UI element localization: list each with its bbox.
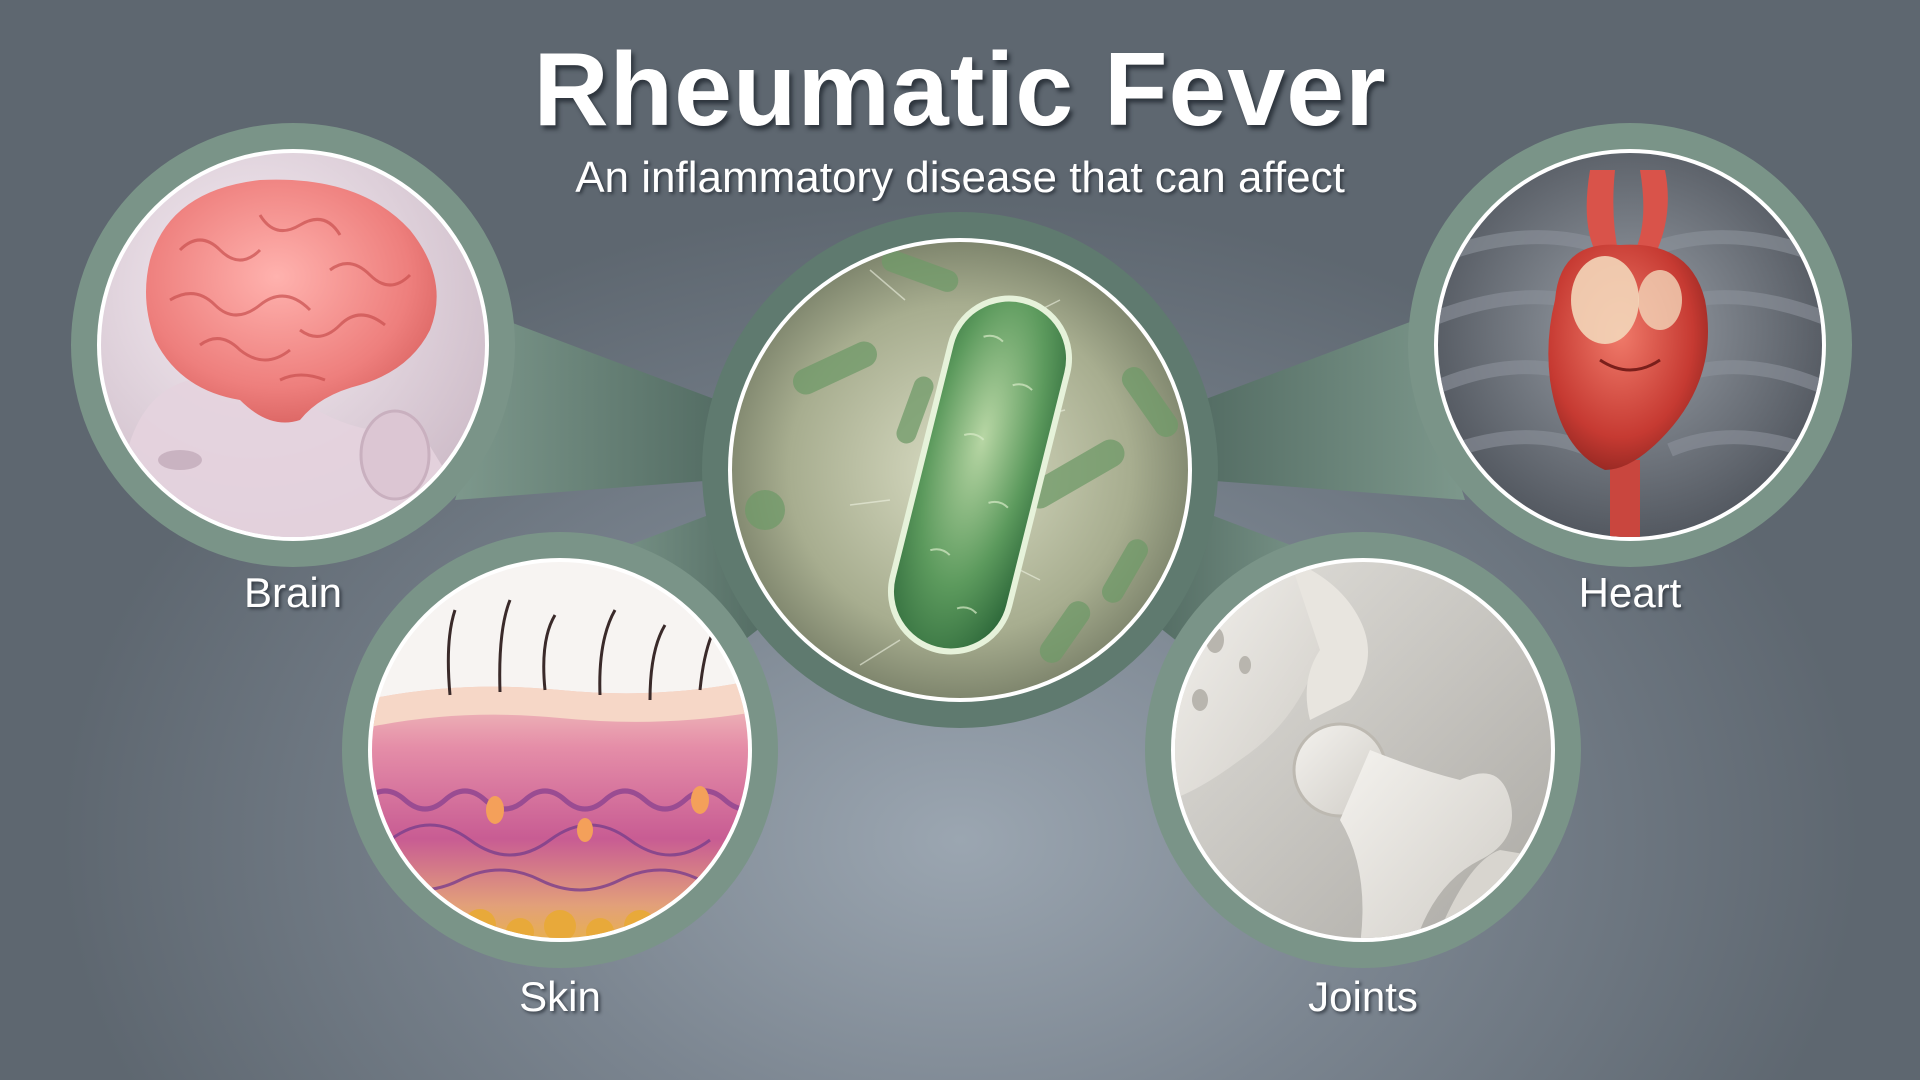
joints-circle	[1145, 532, 1581, 968]
bacteria-illustration	[732, 242, 1188, 698]
label-joints: Joints	[1308, 973, 1418, 1020]
heart-circle	[1408, 123, 1852, 567]
connector-brain	[455, 322, 730, 500]
page-subtitle: An inflammatory disease that can affect	[575, 153, 1345, 202]
skin-layers-illustration	[372, 562, 748, 938]
label-heart: Heart	[1578, 569, 1682, 616]
heart-illustration	[1438, 153, 1822, 537]
page-title: Rheumatic Fever	[533, 32, 1387, 148]
brain-illustration	[101, 153, 485, 537]
bacteria-circle	[702, 212, 1218, 728]
connector-heart	[1190, 322, 1465, 500]
brain-circle	[71, 123, 515, 567]
label-skin: Skin	[519, 973, 601, 1020]
skin-circle	[342, 532, 778, 968]
hip-joint-illustration	[1175, 562, 1551, 938]
label-brain: Brain	[243, 569, 343, 616]
